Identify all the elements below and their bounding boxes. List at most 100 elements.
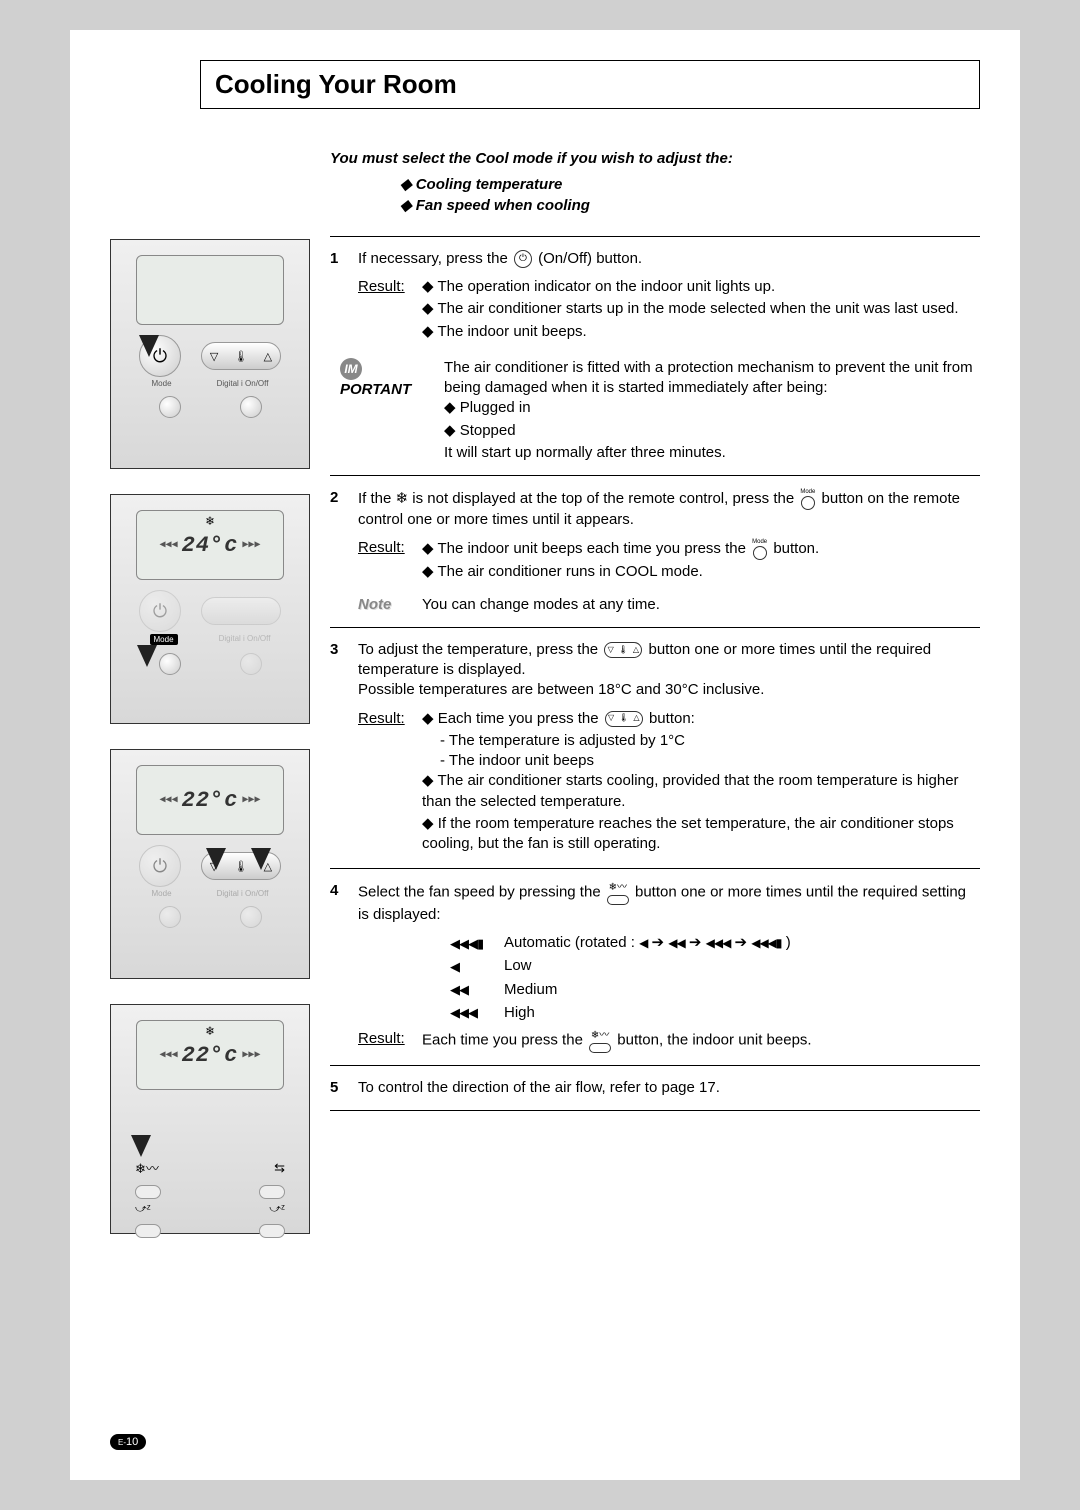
digital-label: Digital i On/Off bbox=[217, 379, 269, 388]
fan-bars-icon: ▶▶▶ bbox=[242, 1049, 260, 1061]
remote-illustration-2: ❄ ◀◀◀ 24°c ▶▶▶ ⏻ Mode Digital i On/Off bbox=[110, 494, 310, 724]
step-text: Possible temperatures are between 18°C a… bbox=[358, 680, 980, 700]
result-subitem: - The indoor unit beeps bbox=[440, 751, 980, 771]
page-number: 10 bbox=[126, 1436, 138, 1448]
lcd-temp: 24°c bbox=[182, 533, 239, 558]
pointer-arrow-icon bbox=[131, 1135, 151, 1157]
content-wrap: ⏻ ▽ 🌡 △ Mode Digital i On/Off bbox=[110, 149, 980, 1259]
mode-button bbox=[159, 653, 181, 675]
mode-label-hl: Mode bbox=[150, 634, 178, 645]
turbo-button bbox=[135, 1224, 161, 1238]
therm-icon: 🌡 bbox=[234, 350, 248, 363]
power-button: ⏻ bbox=[139, 590, 181, 632]
fan-bars-icon: ◀◀◀ bbox=[160, 539, 178, 551]
power-button: ⏻ bbox=[139, 845, 181, 887]
power-icon: ⏻ bbox=[514, 250, 532, 268]
important-label: IMPORTANT bbox=[340, 358, 430, 463]
step-body: If the ❄ is not displayed at the top of … bbox=[358, 488, 980, 530]
step-text: If the bbox=[358, 490, 396, 507]
fan-speed-table: ◀◀◀▮ Automatic (rotated : ◀ ➔ ◀◀ ➔ ◀◀◀ ➔… bbox=[450, 933, 980, 1023]
fan-label: Automatic (rotated : ◀ ➔ ◀◀ ➔ ◀◀◀ ➔ ◀◀◀▮… bbox=[504, 933, 791, 953]
illustration-column: ⏻ ▽ 🌡 △ Mode Digital i On/Off bbox=[110, 149, 310, 1259]
intro-item: Fan speed when cooling bbox=[400, 196, 980, 216]
pointer-arrow-icon bbox=[137, 645, 157, 667]
important-item: Plugged in bbox=[444, 398, 980, 418]
remote-illustration-4: ❄ ◀◀◀ 22°c ▶▶▶ ❄〰 ⇆ ⤻ᶻ bbox=[110, 1004, 310, 1234]
lcd-screen: ❄ ◀◀◀ 24°c ▶▶▶ bbox=[136, 510, 284, 580]
lcd-screen bbox=[136, 255, 284, 325]
fan-label: High bbox=[504, 1003, 535, 1023]
fan-row-high: ◀◀◀ High bbox=[450, 1003, 980, 1023]
therm-icon: 🌡 bbox=[234, 860, 248, 873]
note-text: You can change modes at any time. bbox=[422, 595, 660, 615]
step-text: Select the fan speed by pressing the bbox=[358, 884, 605, 901]
manual-page: Cooling Your Room ⏻ ▽ 🌡 △ Mode Digital i bbox=[70, 30, 1020, 1480]
result-label: Result: bbox=[358, 538, 408, 584]
mode-button-icon: Mode bbox=[752, 538, 767, 560]
snow-icon: ❄ bbox=[206, 514, 214, 529]
result-subitem: - The temperature is adjusted by 1°C bbox=[440, 731, 980, 751]
step-text: is not displayed at the top of the remot… bbox=[412, 490, 798, 507]
swing-icon: ⇆ bbox=[274, 1160, 285, 1176]
important-body: The air conditioner is fitted with a pro… bbox=[444, 358, 980, 399]
swing-button bbox=[259, 1185, 285, 1199]
step-number: 5 bbox=[330, 1078, 344, 1098]
step-body: To adjust the temperature, press the ▽🌡△… bbox=[358, 640, 980, 701]
step-1: 1 If necessary, press the ⏻ (On/Off) but… bbox=[330, 249, 980, 269]
intro-list: Cooling temperature Fan speed when cooli… bbox=[400, 175, 980, 216]
digital-button bbox=[240, 653, 262, 675]
result-list: The indoor unit beeps each time you pres… bbox=[422, 538, 980, 584]
temp-pill-icon: ▽🌡△ bbox=[605, 711, 643, 727]
important-tail: It will start up normally after three mi… bbox=[444, 443, 980, 463]
result-label: Result: bbox=[358, 1029, 408, 1053]
step-text: If necessary, press the bbox=[358, 250, 512, 267]
step-2: 2 If the ❄ is not displayed at the top o… bbox=[330, 488, 980, 530]
step-text: To control the direction of the air flow… bbox=[358, 1078, 980, 1098]
result-item: The air conditioner starts up in the mod… bbox=[422, 299, 980, 319]
lcd-screen: ◀◀◀ 22°c ▶▶▶ bbox=[136, 765, 284, 835]
step-text: (On/Off) button. bbox=[538, 250, 642, 267]
divider bbox=[330, 1110, 980, 1111]
turbo-icon: ⤻ᶻ bbox=[135, 1203, 151, 1216]
mode-button-icon: Mode bbox=[800, 488, 815, 510]
result-block: Result: The operation indicator on the i… bbox=[358, 277, 980, 344]
step-body: Select the fan speed by pressing the ❄〰 … bbox=[358, 881, 980, 925]
important-block: IMPORTANT The air conditioner is fitted … bbox=[340, 358, 980, 463]
mode-button bbox=[159, 396, 181, 418]
result-item: The air conditioner starts cooling, prov… bbox=[422, 771, 980, 812]
snow-icon: ❄ bbox=[206, 1024, 214, 1039]
result-list: Each time you press the ▽🌡△ button: - Th… bbox=[422, 709, 980, 857]
digital-button bbox=[240, 396, 262, 418]
fan-bars-icon: ◀◀ bbox=[450, 981, 490, 999]
important-circle-icon: IM bbox=[340, 358, 362, 380]
up-icon: △ bbox=[264, 350, 272, 363]
remote-illustration-1: ⏻ ▽ 🌡 △ Mode Digital i On/Off bbox=[110, 239, 310, 469]
temp-pill: ▽ 🌡 △ bbox=[201, 342, 281, 370]
step-3: 3 To adjust the temperature, press the ▽… bbox=[330, 640, 980, 701]
result-item: The indoor unit beeps each time you pres… bbox=[422, 538, 980, 560]
temp-pill bbox=[201, 597, 281, 625]
fan-bars-icon: ◀◀◀ bbox=[160, 794, 178, 806]
page-prefix: E- bbox=[118, 1438, 126, 1447]
down-icon: ▽ bbox=[210, 350, 218, 363]
snow-icon: ❄ bbox=[396, 490, 409, 507]
note-label: Note bbox=[358, 595, 408, 615]
sleep-icon: ⤻ᶻ bbox=[269, 1203, 285, 1216]
mode-label: Mode bbox=[152, 379, 172, 388]
instruction-column: You must select the Cool mode if you wis… bbox=[330, 149, 980, 1259]
step-number: 2 bbox=[330, 488, 344, 530]
temp-pill-icon: ▽🌡△ bbox=[604, 642, 642, 658]
lcd-temp: 22°c bbox=[182, 788, 239, 813]
mode-label: Mode bbox=[152, 889, 172, 898]
result-label: Result: bbox=[358, 277, 408, 344]
fan-bars-icon: ◀◀◀▮ bbox=[450, 935, 490, 953]
fan-row-auto: ◀◀◀▮ Automatic (rotated : ◀ ➔ ◀◀ ➔ ◀◀◀ ➔… bbox=[450, 933, 980, 953]
result-text: Each time you press the ❄〰 button, the i… bbox=[422, 1029, 980, 1053]
step-5: 5 To control the direction of the air fl… bbox=[330, 1078, 980, 1098]
title-bar: Cooling Your Room bbox=[200, 60, 980, 109]
step-number: 1 bbox=[330, 249, 344, 269]
remote-illustration-3: ◀◀◀ 22°c ▶▶▶ ⏻ ▽ 🌡 △ Mode Digital i On/ bbox=[110, 749, 310, 979]
divider bbox=[330, 868, 980, 869]
fan-label: Low bbox=[504, 956, 532, 976]
digital-label: Digital i On/Off bbox=[217, 889, 269, 898]
